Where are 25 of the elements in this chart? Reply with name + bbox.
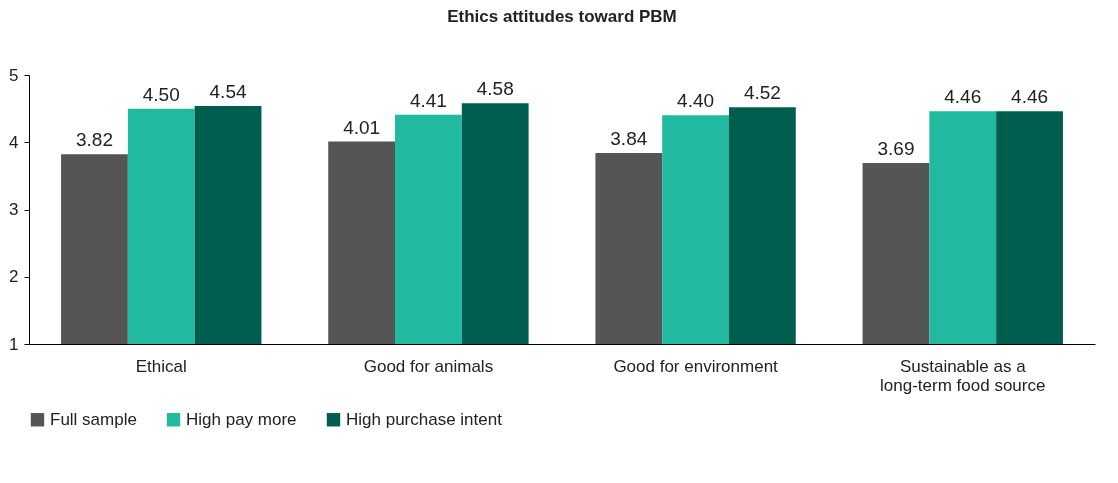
- x-tick-label: Good for animals: [363, 356, 494, 376]
- x-tick-label: Ethical: [135, 356, 187, 376]
- data-label: 4.01: [343, 116, 381, 138]
- data-label: 4.41: [409, 89, 447, 111]
- data-label: 4.46: [1011, 86, 1049, 108]
- data-label: 4.52: [743, 82, 781, 104]
- y-tick-label: 3: [9, 200, 19, 219]
- legend-label: Full sample: [50, 409, 137, 429]
- data-label: 3.82: [75, 129, 113, 151]
- data-label: 3.84: [610, 128, 648, 150]
- data-label: 4.54: [209, 80, 247, 102]
- y-tick-label: 4: [9, 132, 19, 152]
- legend-label: High purchase intent: [346, 409, 503, 429]
- data-label: 3.69: [877, 138, 915, 160]
- chart-title: Ethics attitudes toward PBM: [447, 7, 677, 26]
- data-label: 4.46: [944, 86, 982, 108]
- data-label: 4.58: [476, 78, 514, 100]
- data-label: 4.40: [677, 90, 715, 112]
- y-tick-label: 2: [9, 267, 19, 287]
- legend-label: High pay more: [186, 409, 297, 429]
- y-tick-label: 5: [9, 65, 19, 85]
- x-tick-label: Good for environment: [613, 356, 779, 376]
- x-tick-label: Sustainable as a long-term food source: [880, 356, 1046, 395]
- data-label: 4.50: [142, 83, 180, 105]
- y-tick-label: 1: [9, 334, 19, 354]
